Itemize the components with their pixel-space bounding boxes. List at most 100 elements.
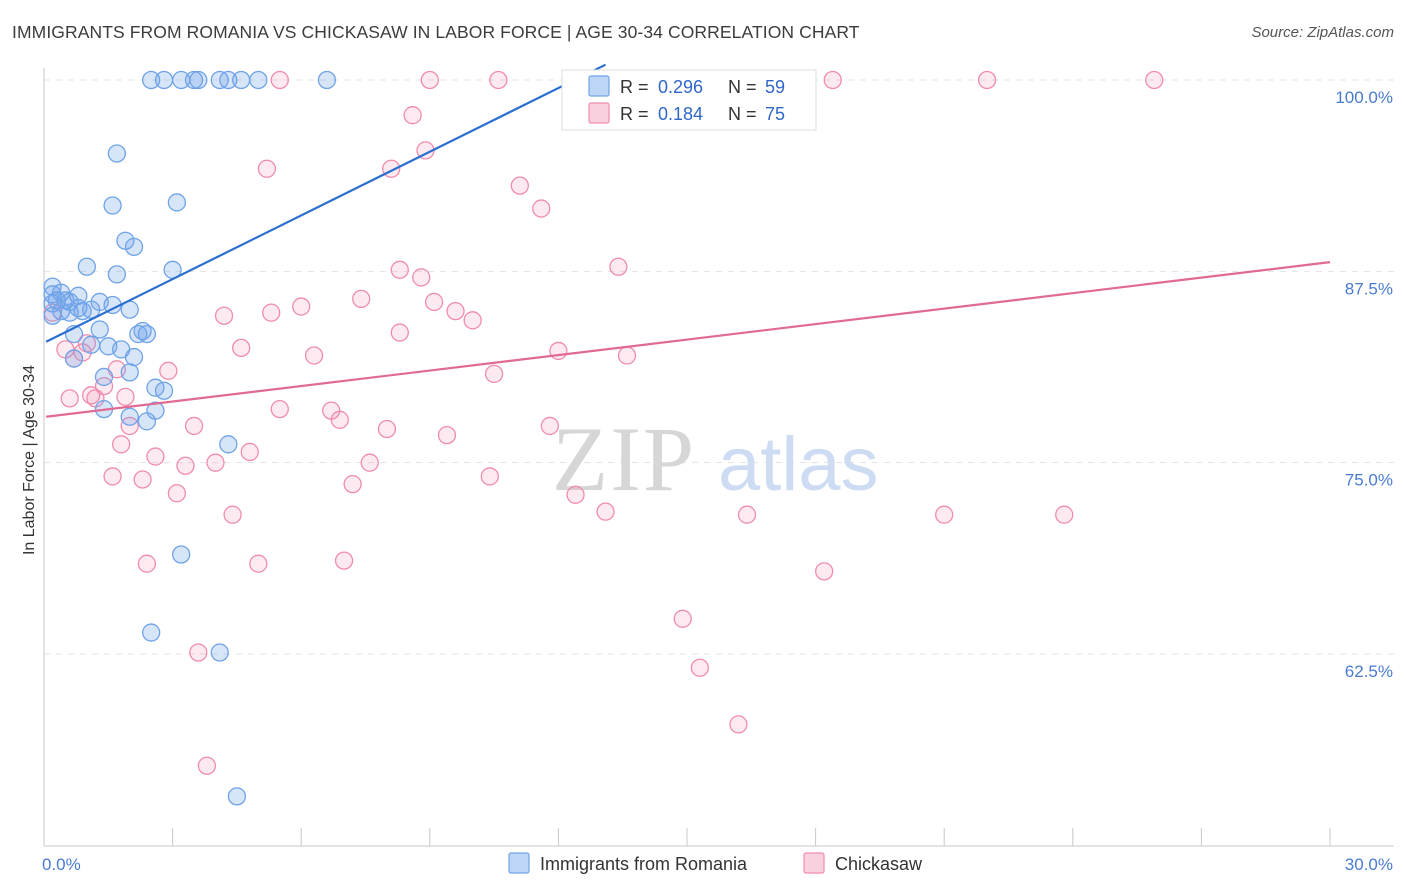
romania-point-26: [107, 265, 127, 284]
romania-point-43: [172, 545, 191, 564]
chickasaw-point-21: [206, 453, 225, 472]
legend-r-label-1: R =: [620, 77, 649, 97]
romania-point-46: [154, 70, 174, 90]
gridlines: [44, 79, 1394, 655]
chickasaw-point-54: [532, 199, 551, 218]
romania-point-48: [184, 70, 204, 90]
chickasaw-point-59: [609, 257, 628, 276]
chickasaw-point-41: [390, 260, 409, 279]
chickasaw-point-11: [120, 416, 139, 436]
chickasaw-point-25: [240, 442, 259, 462]
chickasaw-point-49: [463, 311, 482, 330]
romania-point-57: [317, 70, 337, 90]
chickasaw-point-29: [270, 399, 289, 419]
tick-labels: 100.0% 87.5% 75.0% 62.5% 0.0% 30.0%: [42, 88, 1393, 874]
chickasaw-point-17: [176, 456, 195, 475]
chickasaw-point-57: [566, 485, 585, 504]
chickasaw-point-73: [116, 387, 135, 406]
chickasaw-point-64: [737, 505, 757, 524]
romania-point-30: [120, 407, 139, 426]
chart-title: IMMIGRANTS FROM ROMANIA VS CHICKASAW IN …: [12, 22, 860, 42]
romania-point-24: [107, 144, 127, 163]
chickasaw-point-30: [292, 297, 311, 316]
y-tick-label-0: 100.0%: [1335, 88, 1393, 107]
chickasaw-point-46: [424, 292, 444, 312]
chickasaw-point-63: [729, 715, 748, 734]
chickasaw-point-69: [977, 70, 997, 90]
chickasaw-point-24: [232, 338, 251, 358]
romania-trend-line: [45, 63, 607, 343]
y-tick-label-1: 87.5%: [1345, 279, 1393, 298]
chickasaw-point-20: [197, 756, 217, 775]
romania-point-40: [154, 381, 174, 400]
chickasaw-point-50: [480, 467, 499, 486]
chickasaw-point-33: [330, 410, 349, 429]
romania-point-49: [189, 70, 208, 90]
romania-point-44: [142, 623, 161, 642]
legend-r-label-2: R =: [620, 104, 649, 124]
chickasaw-point-38: [377, 419, 397, 439]
chickasaw-point-37: [360, 453, 379, 472]
romania-points: [43, 70, 589, 806]
chickasaw-point-47: [437, 425, 457, 445]
bottom-legend-label-romania: Immigrants from Romania: [540, 854, 748, 874]
chickasaw-point-10: [112, 435, 131, 454]
romania-point-25: [103, 196, 122, 215]
chickasaw-point-62: [690, 658, 710, 677]
legend-swatch-chickasaw: [588, 102, 610, 124]
legend-r-value-2: 0.184: [658, 104, 703, 124]
chickasaw-point-16: [167, 484, 187, 503]
chickasaw-point-68: [935, 505, 954, 524]
chickasaw-point-48: [446, 301, 465, 321]
y-axis-title: In Labor Force | Age 30-34: [21, 365, 38, 555]
chickasaw-point-60: [617, 346, 637, 365]
romania-point-54: [219, 435, 238, 454]
chickasaw-point-28: [262, 303, 281, 322]
chickasaw-point-67: [823, 70, 842, 90]
chickasaw-point-42: [403, 106, 422, 125]
romania-point-52: [232, 70, 251, 90]
romania-point-29: [120, 363, 139, 382]
chickasaw-point-72: [270, 70, 289, 90]
y-tick-label-2: 75.0%: [1345, 471, 1393, 490]
chickasaw-point-19: [189, 643, 208, 662]
chickasaw-point-40: [390, 323, 409, 342]
chickasaw-trend-line: [46, 261, 1331, 418]
romania-point-18: [90, 320, 109, 339]
chickasaw-point-13: [137, 554, 157, 573]
chickasaw-point-7: [94, 376, 114, 396]
chickasaw-point-45: [420, 70, 439, 90]
bottom-legend-swatch-chickasaw: [803, 852, 825, 874]
chickasaw-point-35: [343, 474, 362, 494]
romania-point-56: [249, 70, 268, 90]
chickasaw-point-61: [673, 609, 692, 628]
romania-point-39: [146, 401, 165, 420]
romania-point-37: [137, 324, 157, 344]
watermark-zip: ZIP: [552, 408, 696, 510]
legend-n-label-2: N =: [728, 104, 757, 124]
chickasaw-point-15: [159, 361, 178, 380]
romania-point-33: [124, 347, 144, 367]
axes: [43, 68, 1394, 847]
chickasaw-point-23: [223, 505, 242, 524]
series-legend: Immigrants from Romania Chickasaw: [508, 852, 923, 874]
chickasaw-point-26: [249, 554, 268, 573]
romania-point-31: [124, 237, 144, 256]
chickasaw-point-36: [352, 289, 371, 309]
chickasaw-point-22: [214, 306, 234, 325]
legend-box-frame: [561, 69, 817, 131]
romania-point-15: [77, 257, 97, 276]
chickasaw-point-58: [596, 502, 615, 521]
trend-lines: [45, 63, 1331, 418]
chickasaw-point-74: [60, 389, 79, 408]
bottom-legend-swatch-romania: [508, 852, 530, 874]
romania-point-51: [219, 70, 238, 90]
chickasaw-point-12: [133, 470, 152, 489]
legend-n-label-1: N =: [728, 77, 757, 97]
chickasaw-point-27: [257, 159, 277, 178]
bottom-legend-label-chickasaw: Chickasaw: [835, 854, 923, 874]
legend-n-value-1: 59: [765, 77, 785, 97]
chickasaw-point-34: [334, 551, 354, 570]
legend-r-value-1: 0.296: [658, 77, 703, 97]
